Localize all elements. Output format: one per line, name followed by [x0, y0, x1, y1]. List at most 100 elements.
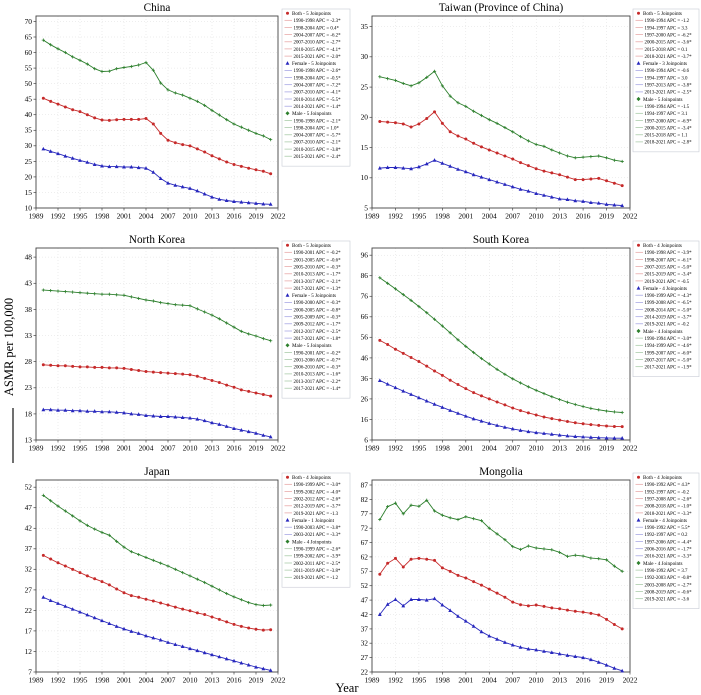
data-point-male: [550, 148, 554, 152]
data-point-male: [511, 544, 515, 549]
data-point-both: [526, 604, 530, 608]
data-point-both: [612, 424, 616, 428]
data-point-both: [159, 601, 163, 605]
data-point-both: [605, 617, 609, 621]
legend-entry: 2000-2015 APC = -3.4*: [645, 126, 693, 131]
data-point-both: [100, 118, 104, 122]
y-tick-label: 47: [25, 503, 33, 512]
y-tick-label: 35: [25, 126, 33, 135]
data-point-female: [246, 662, 251, 667]
data-point-both: [519, 161, 523, 165]
data-point-both: [519, 409, 523, 413]
legend-marker: [285, 61, 290, 65]
data-point-male: [100, 69, 104, 74]
data-point-male: [604, 409, 609, 413]
data-point-male: [440, 84, 444, 88]
data-point-female: [56, 151, 60, 156]
data-point-female: [463, 618, 468, 623]
data-point-both: [93, 365, 97, 369]
legend-marker: [636, 328, 641, 334]
panel-title: Japan: [144, 466, 170, 478]
data-point-male: [210, 108, 214, 112]
data-point-male: [503, 538, 507, 542]
data-point-both: [534, 167, 538, 171]
legend-entry: 2018-2021 APC = -3.3*: [645, 512, 693, 517]
data-point-male: [448, 94, 452, 98]
data-point-female: [261, 433, 266, 437]
data-point-both: [597, 613, 601, 617]
series-line-male: [379, 499, 623, 572]
legend-entry: 2009-2012 APC = -1.7*: [294, 323, 342, 328]
panel-taiwan-province-of-china: 1989 1992 1995 1998 2001 2004 2007 2010 2013 2016…: [361, 2, 700, 221]
y-tick-label: 86: [361, 271, 369, 280]
data-point-male: [188, 304, 192, 308]
data-point-both: [620, 425, 624, 429]
data-point-female: [424, 398, 429, 403]
data-point-both: [487, 587, 491, 591]
legend-entry: 1990-1998 APC = -2.6*: [294, 69, 342, 74]
series-line-female: [43, 148, 271, 205]
data-point-male: [573, 402, 577, 407]
data-point-both: [195, 147, 199, 151]
data-point-female: [542, 193, 546, 197]
data-point-both: [144, 370, 148, 374]
x-tick-label: 2004: [482, 676, 497, 685]
legend-box: [281, 240, 351, 399]
y-axis-label: ASMR per 100,000: [2, 298, 16, 396]
legend-header: Male - 4 Joinpoints: [643, 329, 682, 335]
data-point-both: [115, 366, 119, 370]
legend-marker: [636, 286, 641, 290]
data-point-both: [269, 172, 273, 176]
data-point-female: [417, 395, 421, 400]
x-tick-label: 1998: [435, 444, 450, 453]
data-point-male: [558, 397, 562, 402]
data-point-male: [378, 517, 382, 522]
data-point-male: [589, 406, 593, 410]
y-tick-label: 22: [25, 606, 33, 615]
y-tick-label: 25: [361, 83, 369, 92]
y-tick-label: 47: [361, 596, 369, 605]
legend-marker: [286, 475, 289, 479]
data-point-male: [261, 603, 265, 608]
data-point-female: [596, 201, 601, 205]
legend-entry: 1990-2003 APC = -3.8*: [294, 526, 342, 531]
data-point-both: [573, 609, 577, 613]
legend-entry: 2006-2010 APC = -0.3*: [294, 366, 342, 371]
y-tick-label: 7: [28, 667, 32, 676]
legend-header: Male - 4 Joinpoints: [643, 561, 682, 567]
data-point-male: [78, 58, 82, 62]
x-tick-label: 1989: [365, 212, 380, 221]
panel-japan: 1989 1992 1995 1998 2001 2004 2007 2010 2013 2016…: [25, 466, 351, 685]
legend-marker: [637, 11, 640, 15]
legend-marker: [636, 96, 641, 102]
x-tick-label: 2010: [183, 212, 198, 221]
x-axis-label: Year: [335, 681, 359, 695]
x-tick-label: 1989: [365, 444, 380, 453]
data-point-male: [487, 362, 491, 366]
legend-marker: [286, 11, 289, 15]
data-point-male: [166, 88, 170, 92]
data-point-female: [549, 195, 554, 199]
data-point-male: [542, 547, 546, 551]
data-point-both: [232, 385, 236, 389]
data-point-male: [151, 299, 155, 303]
legend-entry: 2019-2021 APC = -3.6: [645, 598, 690, 603]
data-point-female: [239, 660, 244, 665]
series-line-male: [43, 39, 271, 141]
data-point-male: [581, 554, 585, 558]
x-tick-label: 2022: [271, 212, 286, 221]
data-point-male: [393, 78, 398, 83]
data-point-both: [440, 373, 444, 377]
data-point-female: [136, 631, 141, 635]
x-tick-label: 1989: [29, 212, 44, 221]
data-point-both: [261, 628, 265, 632]
data-point-male: [503, 372, 507, 376]
data-point-both: [526, 164, 530, 168]
data-point-female: [122, 626, 126, 631]
legend-entry: 2000-2005 APC = -0.8*: [294, 308, 342, 313]
data-point-both: [495, 591, 499, 595]
y-tick-label: 52: [25, 483, 33, 492]
data-point-male: [144, 298, 148, 302]
data-point-both: [151, 370, 155, 374]
data-point-female: [393, 385, 398, 390]
